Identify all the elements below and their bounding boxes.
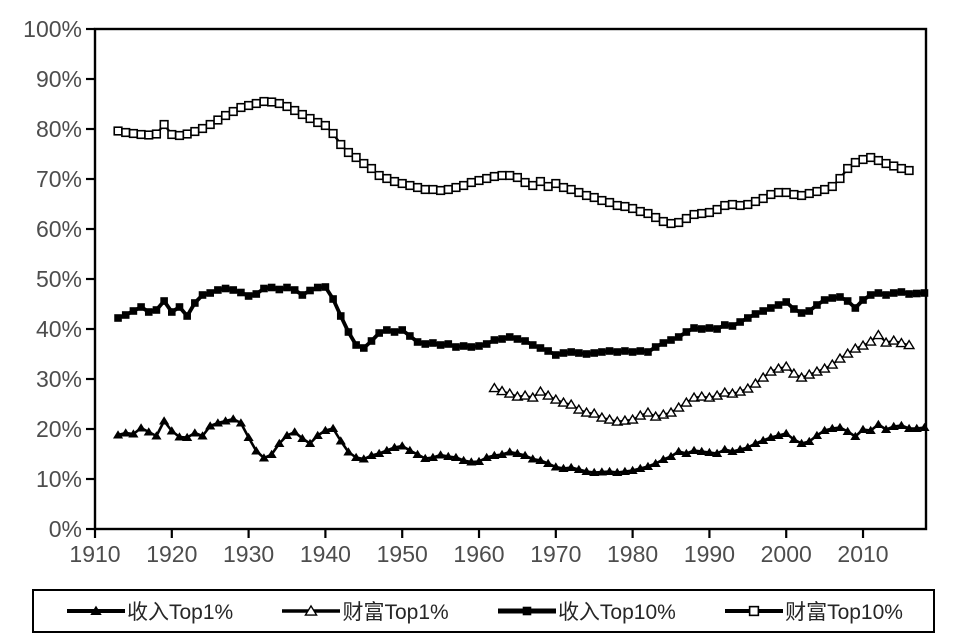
- y-tick-label: 0%: [49, 516, 82, 542]
- legend-label-wealth-top1: 财富Top1%: [342, 601, 449, 624]
- series-wealth-top10-markers: [113, 96, 914, 229]
- series-wealth-top1-markers: [488, 329, 916, 426]
- legend-item-wealth-top1: 财富Top1%: [282, 596, 449, 626]
- legend-swatch-income-top1: [67, 605, 125, 615]
- y-tick-label: 70%: [36, 166, 82, 192]
- y-tick-label: 30%: [36, 366, 82, 392]
- x-tick-label: 1930: [223, 541, 274, 567]
- legend: 收入Top1% 财富Top1% 收入Top10% 财富Top10%: [32, 589, 935, 633]
- y-tick-label: 40%: [36, 316, 82, 342]
- legend-item-income-top1: 收入Top1%: [67, 596, 233, 626]
- legend-item-income-top10: 收入Top10%: [497, 596, 676, 626]
- x-tick-label: 2000: [761, 541, 812, 567]
- series-income-top1-markers: [112, 414, 930, 477]
- legend-swatch-wealth-top10: [725, 605, 784, 617]
- y-tick-label: 50%: [36, 266, 82, 292]
- legend-label-income-top1: 收入Top1%: [127, 601, 234, 624]
- legend-swatch-income-top10: [497, 606, 556, 616]
- y-tick-label: 100%: [23, 16, 82, 42]
- plot-area: 0% 10% 20% 30% 40% 50% 60% 70% 80% 90% 100% 1910 192…: [23, 16, 930, 567]
- legend-item-wealth-top10: 财富Top10%: [725, 596, 903, 626]
- x-tick-label: 1960: [453, 541, 504, 567]
- legend-swatch-wealth-top1: [282, 604, 341, 616]
- x-tick-label: 2010: [837, 541, 888, 567]
- x-tick-label: 1950: [377, 541, 428, 567]
- legend-label-wealth-top10: 财富Top10%: [785, 601, 903, 624]
- series-wealth-top1-line: [494, 334, 910, 423]
- x-tick-label: 1920: [146, 541, 197, 567]
- x-tick-label: 1990: [684, 541, 735, 567]
- y-tick-label: 60%: [36, 216, 82, 242]
- y-tick-label: 80%: [36, 116, 82, 142]
- series-income-top10-line: [117, 285, 925, 357]
- series-income-top10-markers: [114, 283, 929, 359]
- x-tick-label: 1940: [300, 541, 351, 567]
- x-tick-label: 1980: [607, 541, 658, 567]
- plot-border: [93, 27, 928, 531]
- y-tick-label: 10%: [36, 466, 82, 492]
- y-tick-label: 20%: [36, 416, 82, 442]
- x-tick-label: 1970: [530, 541, 581, 567]
- legend-label-income-top10: 收入Top10%: [557, 601, 676, 624]
- y-tick-label: 90%: [36, 66, 82, 92]
- series-wealth-top10-line: [117, 100, 910, 225]
- x-tick-label: 1910: [69, 541, 120, 567]
